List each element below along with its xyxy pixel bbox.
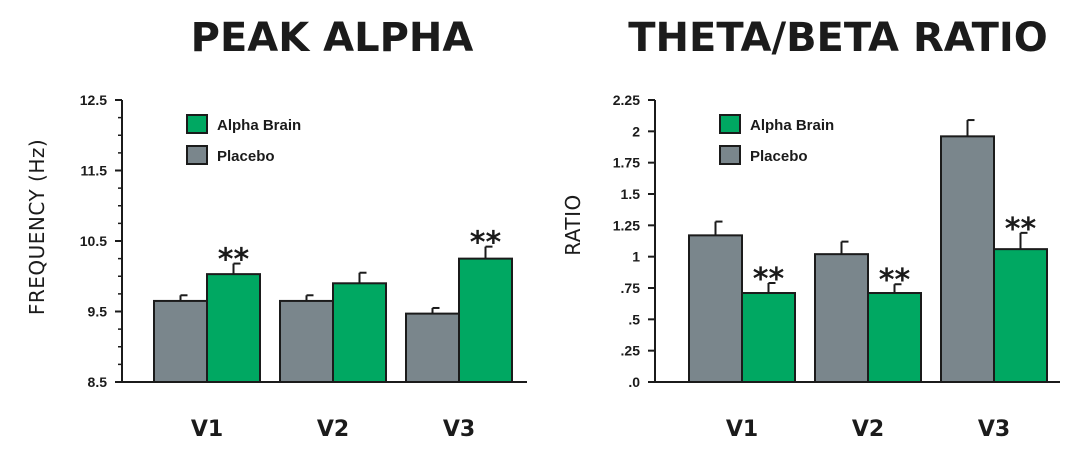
significance-marker: **: [1005, 212, 1037, 247]
legend-swatch: [719, 145, 741, 165]
theta-beta-ratio-chart: THETA/BETA RATIO RATIO .0 .25 .5 .75 1 1.25 1.…: [561, 15, 1060, 442]
bar-placebo-v1: [688, 234, 743, 383]
bar-alpha-brain-v2: [332, 282, 387, 383]
chart-title: PEAK ALPHA: [191, 15, 474, 61]
x-tick-label: V2: [317, 417, 349, 442]
legend-label: Alpha Brain: [217, 117, 301, 134]
bar-alpha-brain-v3: [458, 257, 513, 383]
chart-title: THETA/BETA RATIO: [628, 15, 1048, 61]
y-tick-label: 2: [632, 123, 640, 139]
y-tick-label: 10.5: [80, 233, 107, 249]
bar-alpha-brain-v2: [867, 292, 922, 383]
y-tick-label: 2.25: [613, 92, 640, 108]
bar-alpha-brain-v3: [993, 248, 1048, 383]
x-tick-label: V3: [978, 417, 1010, 442]
peak-alpha-chart: PEAK ALPHA FREQUENCY (Hz) 8.5 9.5 10.5 11.5…: [25, 15, 527, 442]
y-axis-label: RATIO: [561, 194, 585, 256]
bar-placebo-v2: [279, 299, 334, 383]
significance-marker: **: [879, 263, 911, 298]
y-tick-label: .25: [621, 343, 641, 359]
x-tick-label: V2: [852, 417, 884, 442]
y-tick-label: 12.5: [80, 92, 107, 108]
significance-marker: **: [470, 226, 502, 261]
x-tick-label: V3: [443, 417, 475, 442]
y-tick-label: .0: [628, 374, 640, 390]
y-tick-label: 11.5: [81, 163, 108, 179]
bar-alpha-brain-v1: [741, 292, 796, 383]
legend-label: Placebo: [750, 148, 808, 165]
x-tick-label: V1: [191, 417, 223, 442]
bar-placebo-v2: [814, 253, 869, 383]
legend-label: Alpha Brain: [750, 117, 834, 134]
legend-label: Placebo: [217, 148, 275, 165]
y-tick-label: 1: [632, 249, 640, 265]
y-tick-label: .5: [628, 311, 640, 327]
bar-placebo-v1: [153, 299, 208, 383]
y-tick-label: .75: [621, 280, 641, 296]
x-tick-label: V1: [726, 417, 758, 442]
legend-swatch: [719, 114, 741, 134]
legend-swatch: [186, 114, 208, 134]
significance-marker: **: [753, 262, 785, 297]
significance-marker: **: [218, 243, 250, 278]
y-tick-label: 9.5: [88, 304, 108, 320]
y-tick-label: 1.75: [613, 155, 640, 171]
y-tick-label: 8.5: [88, 374, 108, 390]
bar-placebo-v3: [940, 135, 995, 383]
y-tick-label: 1.5: [621, 186, 641, 202]
bar-alpha-brain-v1: [206, 273, 261, 384]
bar-placebo-v3: [405, 312, 460, 383]
y-axis-label: FREQUENCY (Hz): [25, 139, 49, 315]
legend-swatch: [186, 145, 208, 165]
y-tick-label: 1.25: [613, 217, 640, 233]
